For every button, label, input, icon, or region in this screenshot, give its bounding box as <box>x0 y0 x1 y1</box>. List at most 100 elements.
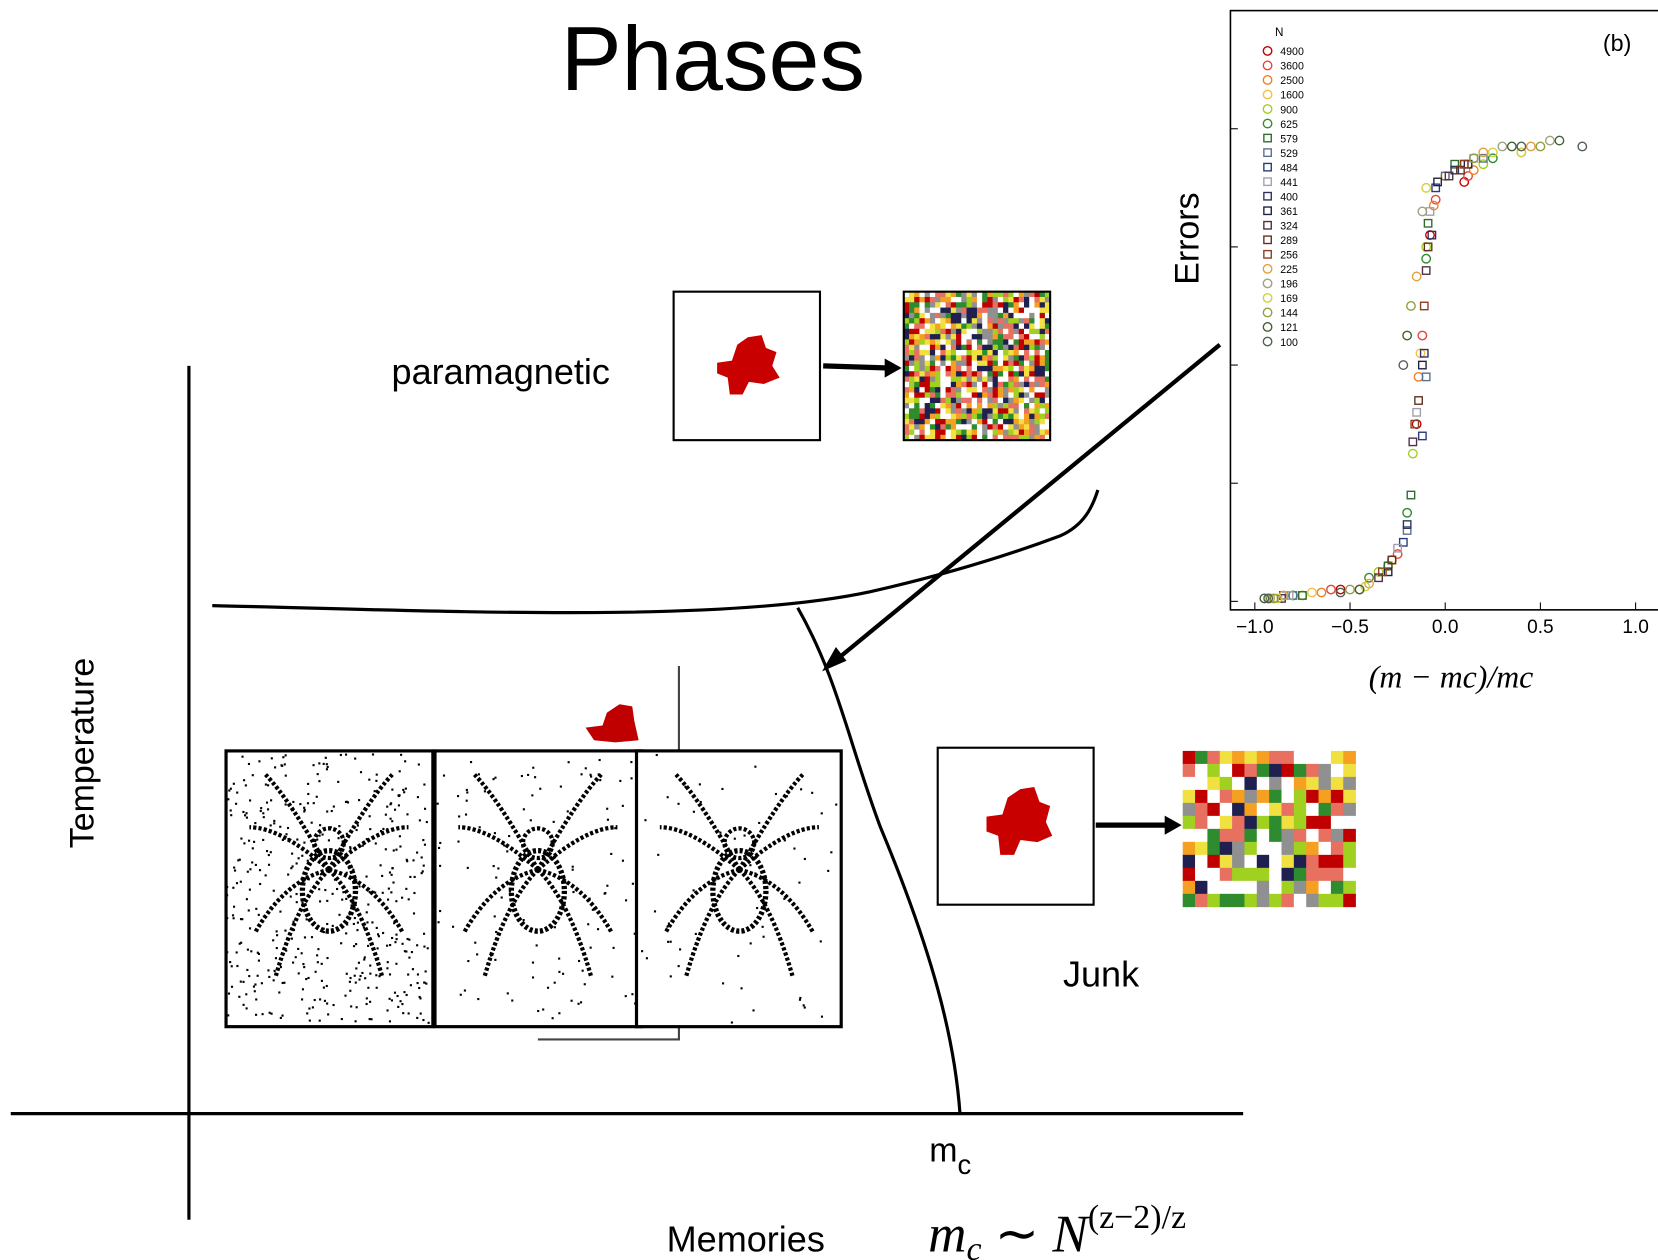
noise-dot <box>298 857 300 859</box>
noise-cell <box>961 350 967 356</box>
noise-dot <box>240 838 242 840</box>
noise-cell <box>1319 816 1332 829</box>
noise-dot <box>358 962 360 964</box>
noise-cell <box>1294 790 1307 803</box>
noise-dot <box>316 954 318 956</box>
noise-cell <box>1306 803 1319 816</box>
noise-dot <box>337 781 339 783</box>
legend-label: 324 <box>1280 221 1298 233</box>
noise-cell <box>961 302 967 308</box>
x-tick-label: 1.0 <box>1622 617 1649 638</box>
noise-dot <box>298 972 300 974</box>
legend-label: 579 <box>1280 133 1298 145</box>
noise-cell <box>919 339 925 345</box>
noise-cell <box>1294 816 1307 829</box>
noise-dot <box>313 764 315 766</box>
noise-cell <box>1014 387 1020 393</box>
legend-label: 100 <box>1280 337 1298 349</box>
noise-dot <box>392 867 394 869</box>
noise-dot <box>758 822 760 824</box>
noise-dot <box>228 789 230 791</box>
noise-cell <box>1244 842 1257 855</box>
noise-cell <box>956 308 962 314</box>
noise-cell <box>987 424 993 430</box>
noise-dot <box>253 841 255 843</box>
noise-cell <box>961 398 967 404</box>
noise-dot <box>494 832 496 834</box>
noise-cell <box>1331 751 1344 764</box>
noise-dot <box>369 828 371 830</box>
noise-dot <box>420 1012 422 1014</box>
noise-cell <box>1014 355 1020 361</box>
noise-cell <box>1294 764 1307 777</box>
noise-cell <box>930 361 936 367</box>
noise-dot <box>347 801 349 803</box>
noise-cell <box>935 350 941 356</box>
noise-dot <box>336 888 338 890</box>
noise-cell <box>987 308 993 314</box>
noise-dot <box>417 973 419 975</box>
noise-cell <box>1195 816 1208 829</box>
noise-dot <box>241 918 243 920</box>
red-pattern <box>586 704 639 742</box>
noise-cell <box>940 323 946 329</box>
noise-cell <box>1195 881 1208 894</box>
noise-cell <box>951 398 957 404</box>
noise-cell <box>998 339 1004 345</box>
noise-cell <box>1244 790 1257 803</box>
noise-dot <box>252 847 254 849</box>
noise-dot <box>304 936 306 938</box>
noise-cell <box>1003 318 1009 324</box>
noise-dot <box>402 943 404 945</box>
noise-cell <box>1232 816 1245 829</box>
noise-dot <box>567 810 569 812</box>
noise-dot <box>323 763 325 765</box>
noise-cell <box>946 392 952 398</box>
noise-cell <box>940 361 946 367</box>
noise-cell <box>930 382 936 388</box>
noise-cell <box>993 414 999 420</box>
noise-dot <box>492 778 494 780</box>
noise-dot <box>406 994 408 996</box>
spider-panel <box>637 751 842 1027</box>
noise-cell <box>1294 855 1307 868</box>
noise-cell <box>987 334 993 340</box>
noise-dot <box>233 867 235 869</box>
noise-dot <box>285 803 287 805</box>
noise-cell <box>977 361 983 367</box>
noise-cell <box>1244 829 1257 842</box>
noise-dot <box>326 810 328 812</box>
noise-cell <box>919 345 925 351</box>
noise-cell <box>998 414 1004 420</box>
noise-cell <box>977 398 983 404</box>
noise-dot <box>413 912 415 914</box>
noise-cell <box>1003 387 1009 393</box>
noise-cell <box>1019 361 1025 367</box>
noise-cell <box>956 334 962 340</box>
noise-dot <box>230 809 232 811</box>
noise-cell <box>993 403 999 409</box>
noise-cell <box>909 419 915 425</box>
noise-cell <box>956 382 962 388</box>
noise-dot <box>425 970 427 972</box>
noise-cell <box>987 371 993 377</box>
noise-cell <box>909 414 915 420</box>
noise-cell <box>1003 371 1009 377</box>
noise-cell <box>919 419 925 425</box>
noise-cell <box>961 355 967 361</box>
noise-dot <box>369 1001 371 1003</box>
noise-cell <box>1040 339 1046 345</box>
noise-dot <box>276 947 278 949</box>
formula-sup: (z−2)/z <box>1088 1199 1186 1236</box>
noise-cell <box>930 366 936 372</box>
noise-cell <box>993 350 999 356</box>
noise-dot <box>341 1018 343 1020</box>
noise-dot <box>296 893 298 895</box>
noise-dot <box>253 986 255 988</box>
noise-cell <box>940 387 946 393</box>
noise-cell <box>1003 329 1009 335</box>
noise-dot <box>356 829 358 831</box>
noise-dot <box>247 949 249 951</box>
noise-cell <box>961 414 967 420</box>
noise-cell <box>1034 398 1040 404</box>
